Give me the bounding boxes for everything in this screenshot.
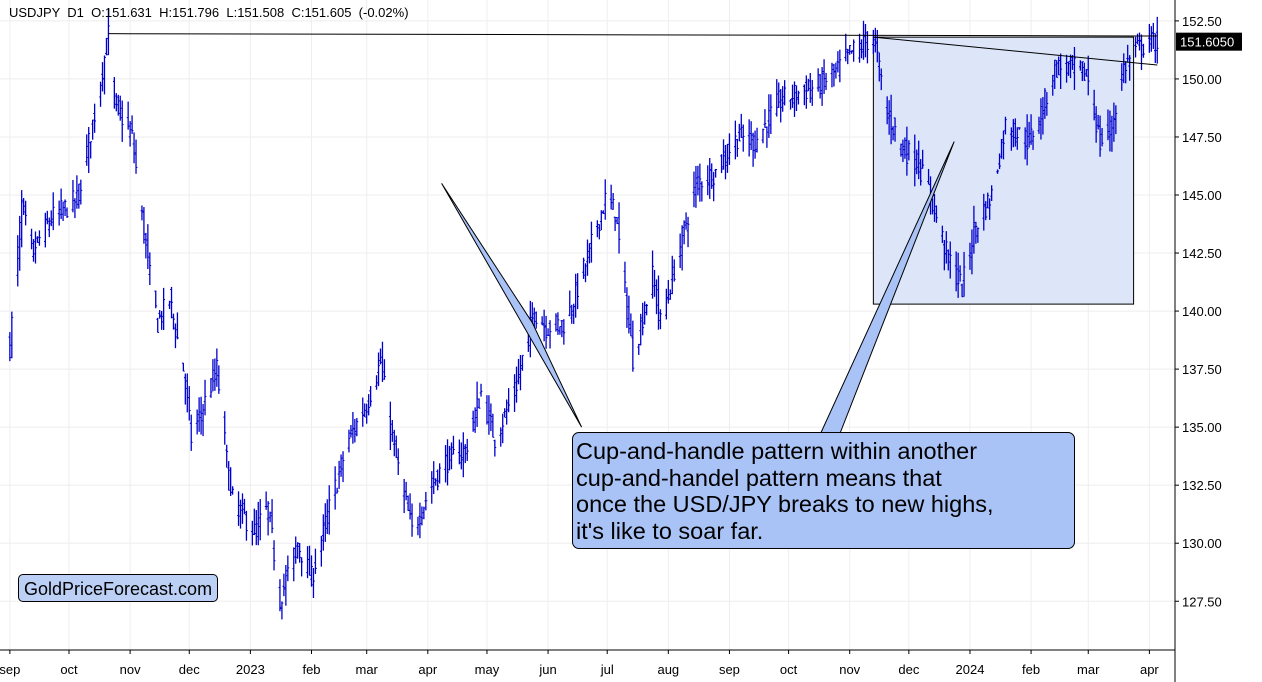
last-price-badge [1176,32,1242,51]
annotation-line: Cup-and-handle pattern within another [576,438,978,464]
time-tick-label: dec [898,662,919,677]
timeframe-label: D1 [67,5,84,20]
last-price-label: 151.6050 [1180,35,1234,50]
time-tick-label: apr [1140,662,1159,677]
price-tick-label: 147.50 [1182,130,1222,145]
low-label: L: [226,5,238,20]
close-value: 151.605 [304,5,352,20]
time-tick-label: aug [657,662,679,677]
price-tick-label: 150.00 [1182,72,1222,87]
ohlc-readout: USDJPY D1 O:151.631 H:151.796 L:151.508 … [9,5,409,20]
price-bars-layer [8,8,1159,620]
price-tick-label: 132.50 [1182,478,1222,493]
change-value: (-0.02%) [358,5,409,20]
annotation-line: cup-and-handel pattern means that [576,464,942,491]
resistance-line [108,33,1158,37]
price-axis: 127.50 130.00 132.50 135.00 137.50 140.00 142.… [1174,0,1242,682]
time-tick-label: may [475,662,500,677]
price-tick-label: 142.50 [1182,246,1222,261]
time-tick-label: nov [120,662,141,677]
highlight-box-layer [872,36,1135,305]
highlight-box [872,36,1135,305]
open-value: 151.631 [104,5,152,20]
annotation-line: it's like to soar far. [576,517,764,544]
brand-watermark: GoldPriceForecast.com [18,574,219,602]
time-tick-label: 2023 [236,662,265,677]
time-tick-label: jul [600,662,614,677]
price-tick-label: 127.50 [1182,594,1222,609]
price-tick-label: 152.50 [1182,14,1222,29]
time-tick-label: apr [418,662,437,677]
high-value: 151.796 [172,5,220,20]
time-axis: sep oct nov dec 2023 feb mar apr may jun jul aug sep… [0,649,1175,677]
price-tick-label: 137.50 [1182,362,1222,377]
time-tick-label: jun [538,662,556,677]
close-label: C: [291,5,305,20]
time-tick-label: oct [60,662,78,677]
price-tick-label: 140.00 [1182,304,1222,319]
time-tick-label: 2024 [956,662,985,677]
symbol-label: USDJPY [9,5,61,20]
price-tick-label: 130.00 [1182,536,1222,551]
time-tick-label: feb [302,662,320,677]
time-tick-label: mar [1077,662,1100,677]
annotation-callout: Cup-and-handle pattern within another cu… [572,432,1075,549]
trendlines-layer [108,33,1158,66]
callout-pointer [441,183,583,428]
time-tick-label: sep [0,662,20,677]
time-tick-label: sep [719,662,740,677]
time-tick-label: dec [179,662,200,677]
low-value: 151.508 [237,5,285,20]
time-tick-label: feb [1022,662,1040,677]
time-tick-label: mar [355,662,378,677]
price-tick-label: 135.00 [1182,420,1222,435]
high-label: H: [159,5,173,20]
annotation-line: once the USD/JPY breaks to new highs, [576,491,994,517]
time-tick-label: nov [839,662,860,677]
handle-trendline [873,36,1158,66]
price-tick-label: 145.00 [1182,188,1222,203]
open-label: O: [91,5,105,20]
time-tick-label: oct [780,662,798,677]
